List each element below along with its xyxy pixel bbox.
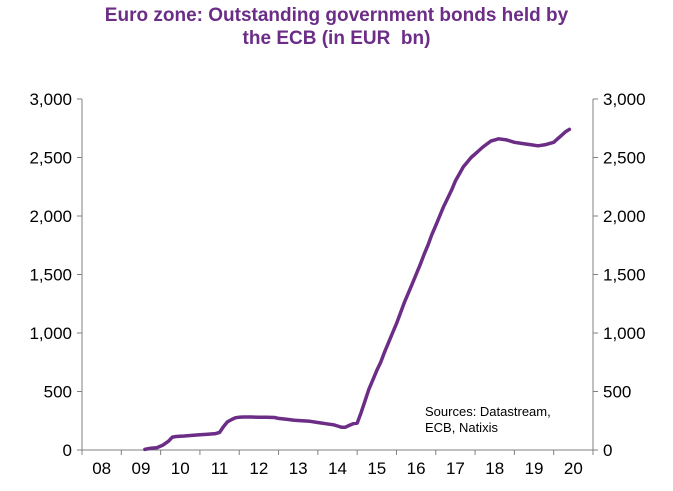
y-tick-label-right: 0 (603, 441, 612, 460)
x-tick-label: 13 (289, 459, 308, 478)
plot-area (143, 127, 572, 452)
y-tick-label-right: 500 (603, 383, 631, 402)
x-tick-label: 09 (132, 459, 151, 478)
chart-title-line-1: Euro zone: Outstanding government bonds … (104, 5, 569, 26)
ecb-bond-holdings-line (143, 127, 572, 452)
y-tick-label-right: 1,000 (603, 324, 646, 343)
x-tick-label: 08 (92, 459, 111, 478)
y-tick-label-right: 1,500 (603, 266, 646, 285)
x-tick-label: 10 (171, 459, 190, 478)
x-tick-label: 19 (525, 459, 544, 478)
x-tick-label: 17 (446, 459, 465, 478)
y-tick-label-left: 3,000 (29, 90, 72, 109)
sources-annotation: Sources: Datastream, ECB, Natixis (425, 404, 551, 435)
y-tick-label-left: 2,500 (29, 149, 72, 168)
chart-axes: 0 0 500 500 1,000 1,000 1,500 1,500 2,000 2,000 2,… (29, 90, 645, 478)
x-tick-label: 18 (485, 459, 504, 478)
chart-title: Euro zone: Outstanding government bonds … (0, 4, 673, 50)
y-tick-label-right: 2,000 (603, 207, 646, 226)
chart-title-line-2: the ECB (in EUR bn) (242, 28, 431, 49)
sources-annotation-line-1: Sources: Datastream, (425, 404, 551, 419)
y-tick-label-right: 3,000 (603, 90, 646, 109)
y-tick-label-left: 2,000 (29, 207, 72, 226)
y-tick-label-right: 2,500 (603, 149, 646, 168)
y-tick-label-left: 1,000 (29, 324, 72, 343)
sources-annotation-line-2: ECB, Natixis (425, 420, 498, 435)
x-tick-label: 20 (564, 459, 583, 478)
x-tick-label: 11 (211, 459, 229, 478)
x-tick-label: 16 (407, 459, 426, 478)
y-tick-label-left: 500 (44, 383, 72, 402)
x-tick-label: 14 (328, 459, 347, 478)
x-tick-label: 12 (249, 459, 268, 478)
y-tick-label-left: 1,500 (29, 266, 72, 285)
x-tick-label: 15 (367, 459, 386, 478)
y-tick-label-left: 0 (63, 441, 72, 460)
